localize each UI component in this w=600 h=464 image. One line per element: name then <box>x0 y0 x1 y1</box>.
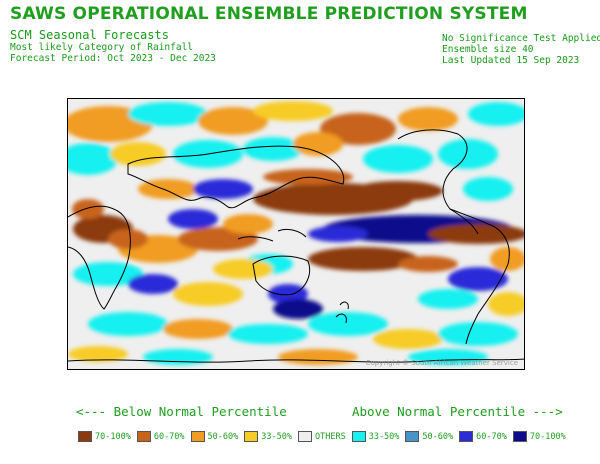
variable-label: Most likely Category of Rainfall <box>10 42 194 53</box>
legend-swatch <box>405 431 420 442</box>
legend-item: 60-70% <box>459 431 507 442</box>
legend-label: 60-70% <box>476 431 507 442</box>
legend-swatch <box>459 431 474 442</box>
legend-item: 70-100% <box>512 431 566 442</box>
legend-label: 33-50% <box>368 431 400 442</box>
legend-swatch <box>190 431 205 442</box>
legend-label: OTHERS <box>314 431 346 442</box>
legend-label: 50-60% <box>207 431 239 442</box>
legend-label: 33-50% <box>261 431 292 442</box>
legend-item: 33-50% <box>244 431 292 442</box>
color-legend: 70-100% 60-70% 50-60% 33-50% OTHERS 33-5… <box>78 430 572 443</box>
legend-swatch <box>512 431 527 442</box>
last-updated: Last Updated 15 Sep 2023 <box>442 55 580 66</box>
legend-label: 60-70% <box>153 431 185 442</box>
legend-item: 50-60% <box>405 431 453 442</box>
above-normal-heading: Above Normal Percentile ---> <box>352 404 563 419</box>
forecast-info: Most likely Category of Rainfall Forecas… <box>10 42 216 64</box>
significance-note: No Significance Test Applied <box>442 33 600 44</box>
legend-label: 70-100% <box>95 431 131 442</box>
legend-item: 60-70% <box>136 431 185 442</box>
legend-label: 70-100% <box>529 431 566 442</box>
legend-swatch <box>244 431 259 442</box>
legend-item: 70-100% <box>78 431 131 442</box>
legend-swatch <box>297 431 312 442</box>
legend-swatch <box>78 431 92 442</box>
below-normal-heading: <--- Below Normal Percentile <box>76 404 287 419</box>
legend-label: 50-60% <box>422 431 454 442</box>
run-info: No Significance Test Applied Ensemble si… <box>442 33 600 66</box>
ensemble-size: Ensemble size 40 <box>442 44 534 55</box>
rainfall-map-graphic <box>68 99 524 369</box>
legend-swatch <box>351 431 366 442</box>
page-title: SAWS OPERATIONAL ENSEMBLE PREDICTION SYS… <box>10 4 528 24</box>
legend-item: OTHERS <box>297 431 346 442</box>
forecast-period: Forecast Period: Oct 2023 - Dec 2023 <box>10 53 216 64</box>
forecast-map: Copyright © South African Weather Servic… <box>67 98 525 370</box>
legend-item: 33-50% <box>351 431 400 442</box>
legend-item: 50-60% <box>190 431 239 442</box>
legend-swatch <box>136 431 151 442</box>
copyright-note: Copyright © South African Weather Servic… <box>365 359 518 367</box>
page-subtitle: SCM Seasonal Forecasts <box>10 28 169 42</box>
